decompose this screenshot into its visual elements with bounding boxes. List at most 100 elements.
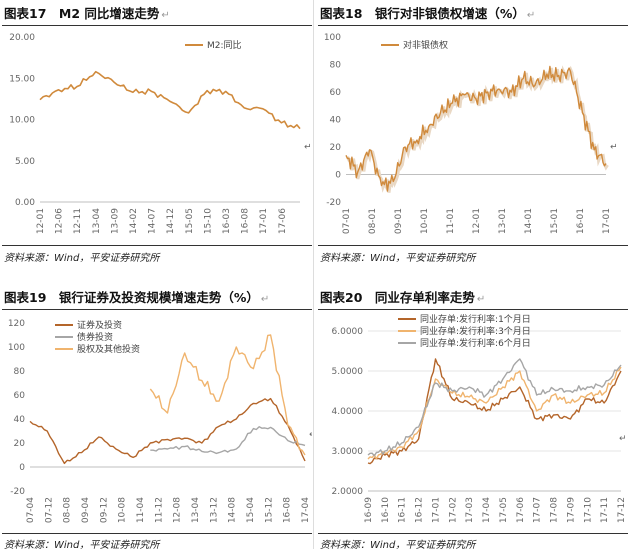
source-note: 资料来源：Wind，平安证券研究所 — [4, 253, 160, 264]
series-line — [149, 334, 306, 456]
title-rule — [2, 309, 312, 310]
source-note: 资料来源：Wind，平安证券研究所 — [4, 540, 160, 551]
title-rule — [2, 25, 312, 26]
legend-label: 股权及其他投资 — [77, 343, 140, 355]
source-rule — [318, 533, 628, 534]
source-rule — [2, 245, 312, 246]
x-tick-label: 16-09 — [364, 497, 374, 523]
y-tick-label: 0.00 — [15, 198, 35, 208]
y-tick-label: 0 — [19, 463, 25, 473]
x-tick-label: 17-01 — [431, 497, 441, 523]
x-tick-label: 13-04 — [191, 497, 201, 523]
x-tick-label: 09-01 — [394, 208, 404, 234]
return-arrow-icon: ↵ — [610, 143, 618, 153]
x-tick-label: 09-04 — [81, 497, 91, 523]
x-tick-label: 17-06 — [278, 208, 288, 234]
x-tick-label: 15-12 — [264, 497, 274, 523]
legend-label: 同业存单:发行利率:3个月日 — [420, 325, 531, 337]
x-tick-label: 15-04 — [246, 497, 256, 523]
chart-securities-investment: -20 0 20 40 60 80 100 120 07-04 07-12 08-08 09-04 09… — [8, 319, 312, 523]
x-tick-label: 07-01 — [342, 208, 352, 234]
x-tick-label: 16-08 — [241, 208, 251, 234]
y-tick-label: 100 — [8, 343, 25, 353]
chart-title: 图表17 M2 同比增速走势 ↵ — [4, 3, 170, 25]
x-tick-label: 17-07 — [533, 497, 543, 523]
x-tick-label: 16-10 — [381, 497, 391, 523]
x-tick-label: 15-10 — [203, 208, 213, 234]
legend-label: 同业存单:发行利率:6个月日 — [420, 337, 531, 349]
series-line — [367, 366, 622, 460]
panel-divider — [313, 0, 314, 549]
legend-label: 同业存单:发行利率:1个月日 — [420, 313, 531, 325]
title-rule — [318, 25, 628, 26]
series-line — [367, 358, 622, 457]
y-tick-label: 5.0000 — [332, 367, 364, 377]
x-tick-label: 14-08 — [228, 497, 238, 523]
chart-panel-securities: 图表19 银行证券及投资规模增速走势（%） ↵ -20 0 20 40 60 80 100 12… — [0, 284, 312, 551]
y-tick-label: 40 — [330, 116, 342, 126]
y-tick-label: 40 — [14, 415, 26, 425]
x-tick-label: 10-01 — [420, 208, 430, 234]
return-arrow-icon: ↵ — [260, 294, 270, 305]
source-note: 资料来源：Wind，平安证券研究所 — [320, 253, 476, 264]
series-shadow — [346, 65, 609, 193]
x-tick-label: 15-05 — [185, 208, 195, 234]
source-rule — [318, 245, 628, 246]
x-tick-label: 17-01 — [602, 208, 612, 234]
y-tick-label: 20 — [330, 143, 342, 153]
x-tick-label: 17-03 — [465, 497, 475, 523]
chart-title-text: 图表19 银行证券及投资规模增速走势（%） — [4, 290, 259, 305]
return-arrow-icon: ↵ — [309, 430, 312, 440]
x-tick-label: 11-01 — [446, 208, 456, 234]
x-tick-label: 14-07 — [148, 208, 158, 234]
x-tick-label: 13-01 — [498, 208, 508, 234]
y-tick-label: 80 — [14, 367, 26, 377]
y-tick-label: 4.0000 — [332, 407, 364, 417]
y-tick-label: 0 — [335, 171, 341, 181]
x-tick-label: 12-11 — [73, 208, 83, 234]
title-rule — [318, 309, 628, 310]
chart-title-text: 图表18 银行对非银债权增速（%） — [320, 6, 525, 21]
chart-panel-ncd: 图表20 同业存单利率走势 ↵ 2.0000 3.0000 4.0000 5.0000 6… — [316, 284, 628, 551]
x-tick-label: 16-01 — [576, 208, 586, 234]
x-tick-label: 13-12 — [209, 497, 219, 523]
y-tick-label: 60 — [14, 391, 26, 401]
x-tick-label: 07-12 — [44, 497, 54, 523]
chart-title-text: 图表17 M2 同比增速走势 — [4, 6, 160, 21]
chart-m2-growth: 0.00 5.00 10.00 15.00 20.00 12-01 12-06 12-11 13… — [9, 33, 312, 234]
series-line — [39, 70, 301, 130]
x-tick-label: 17-05 — [499, 497, 509, 523]
x-tick-label: 10-08 — [118, 497, 128, 523]
y-tick-label: 3.0000 — [332, 447, 364, 457]
y-tick-label: 2.0000 — [332, 487, 364, 497]
y-tick-label: 80 — [330, 61, 342, 71]
return-arrow-icon: ↵ — [161, 10, 170, 21]
source-note: 资料来源：Wind，平安证券研究所 — [320, 540, 476, 551]
x-tick-label: 14-02 — [129, 208, 139, 234]
x-tick-label: 17-10 — [583, 497, 593, 523]
x-tick-label: 17-04 — [301, 497, 311, 523]
x-tick-label: 16-11 — [398, 497, 408, 523]
x-tick-label: 13-09 — [110, 208, 120, 234]
chart-panel-m2: 图表17 M2 同比增速走势 ↵ 0.00 5.00 10.00 15.00 20.00 1… — [0, 0, 312, 272]
y-tick-label: 60 — [330, 88, 342, 98]
x-tick-label: 17-02 — [448, 497, 458, 523]
series-line — [345, 65, 607, 192]
return-arrow-icon: ↵ — [304, 143, 312, 153]
x-tick-label: 17-08 — [550, 497, 560, 523]
x-tick-label: 17-04 — [482, 497, 492, 523]
chart-panel-nonbank: 图表18 银行对非银债权增速（%） ↵ -20 0 20 40 60 80 100 07-01 0… — [316, 0, 628, 272]
series-line — [29, 397, 306, 465]
x-tick-label: 09-12 — [99, 497, 109, 523]
y-tick-label: 20.00 — [9, 33, 35, 43]
legend-label: 对非银债权 — [403, 39, 448, 51]
chart-title-text: 图表20 同业存单利率走势 — [320, 290, 475, 305]
x-tick-label: 17-01 — [259, 208, 269, 234]
chart-title: 图表20 同业存单利率走势 ↵ — [320, 287, 485, 309]
x-tick-label: 17-12 — [617, 497, 627, 523]
x-tick-label: 14-01 — [524, 208, 534, 234]
x-tick-label: 16-08 — [283, 497, 293, 523]
x-tick-label: 12-08 — [173, 497, 183, 523]
x-tick-label: 14-12 — [166, 208, 176, 234]
x-tick-label: 12-06 — [55, 208, 65, 234]
